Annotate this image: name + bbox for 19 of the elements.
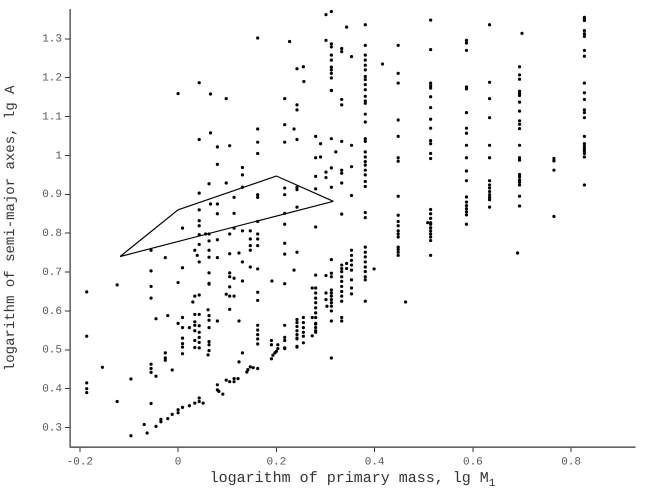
y-tick-label: 1.3 bbox=[42, 34, 62, 46]
x-tick-label: -0.2 bbox=[66, 456, 94, 469]
y-tick-label: 1.1 bbox=[42, 111, 62, 124]
y-tick-label: 0.4 bbox=[42, 384, 62, 396]
y-tick-label: 1 bbox=[55, 150, 62, 162]
y-tick-label: 0.3 bbox=[42, 422, 62, 434]
y-tick-label: 0.5 bbox=[42, 344, 62, 357]
x-axis-title: logarithm of primary mass, lg M$_{1}$ bbox=[208, 470, 496, 490]
x-tick-label: 0.4 bbox=[364, 456, 385, 469]
y-tick-label: 0.8 bbox=[42, 228, 62, 240]
x-tick-label: 0.2 bbox=[266, 456, 286, 469]
x-tick-label: 0.6 bbox=[462, 456, 483, 469]
y-tick-label: 0.7 bbox=[42, 266, 62, 279]
y-axis-title: logarithm of semi-major axes, lg A bbox=[3, 84, 20, 372]
y-tick-label: 0.6 bbox=[42, 306, 62, 318]
y-tick-label: 1.2 bbox=[42, 72, 62, 85]
y-tick-label: 0.9 bbox=[42, 189, 62, 202]
x-tick-label: 0 bbox=[174, 456, 182, 469]
x-tick-label: 0.8 bbox=[561, 456, 582, 469]
